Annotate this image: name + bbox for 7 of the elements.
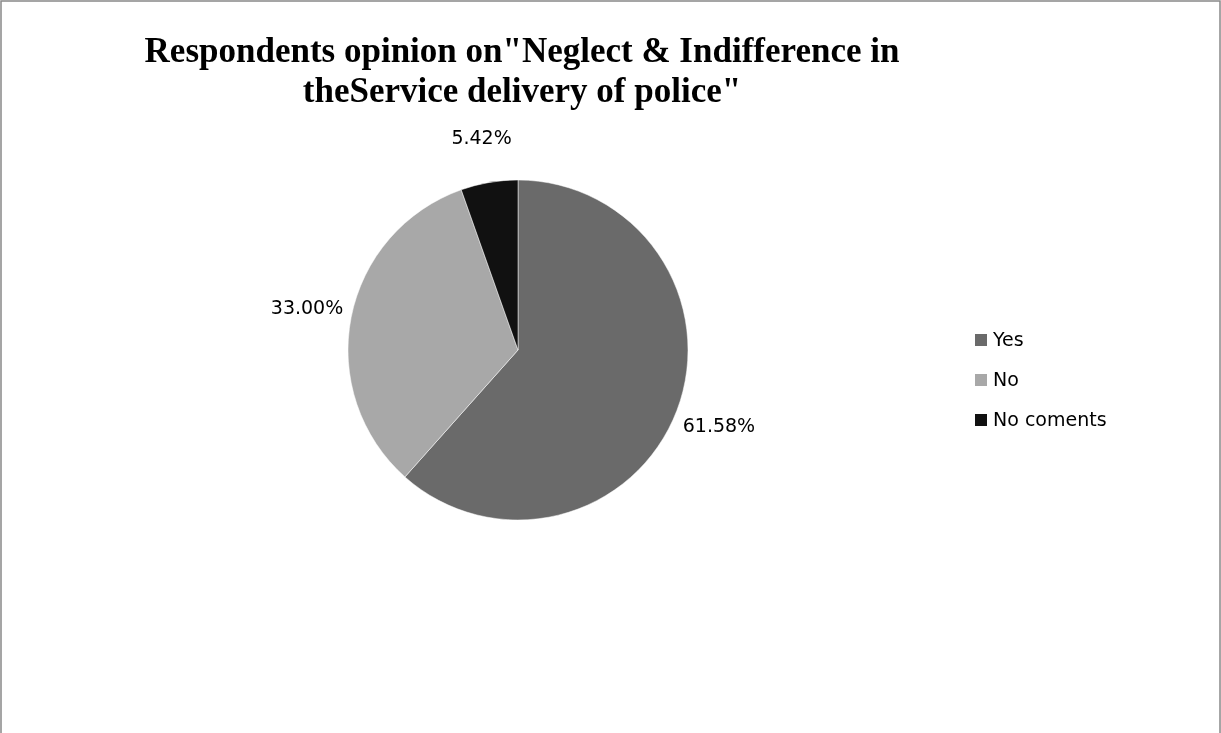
- legend-label: Yes: [992, 327, 1024, 350]
- data-label: 5.42%: [451, 125, 512, 148]
- data-label: 33.00%: [270, 296, 344, 319]
- data-label: 61.58%: [682, 414, 756, 436]
- legend-label: No coments: [993, 407, 1107, 430]
- chart-title: Respondents opinion on"Neglect & Indifference in theService delivery of police": [144, 31, 900, 110]
- legend-label: No: [993, 367, 1019, 390]
